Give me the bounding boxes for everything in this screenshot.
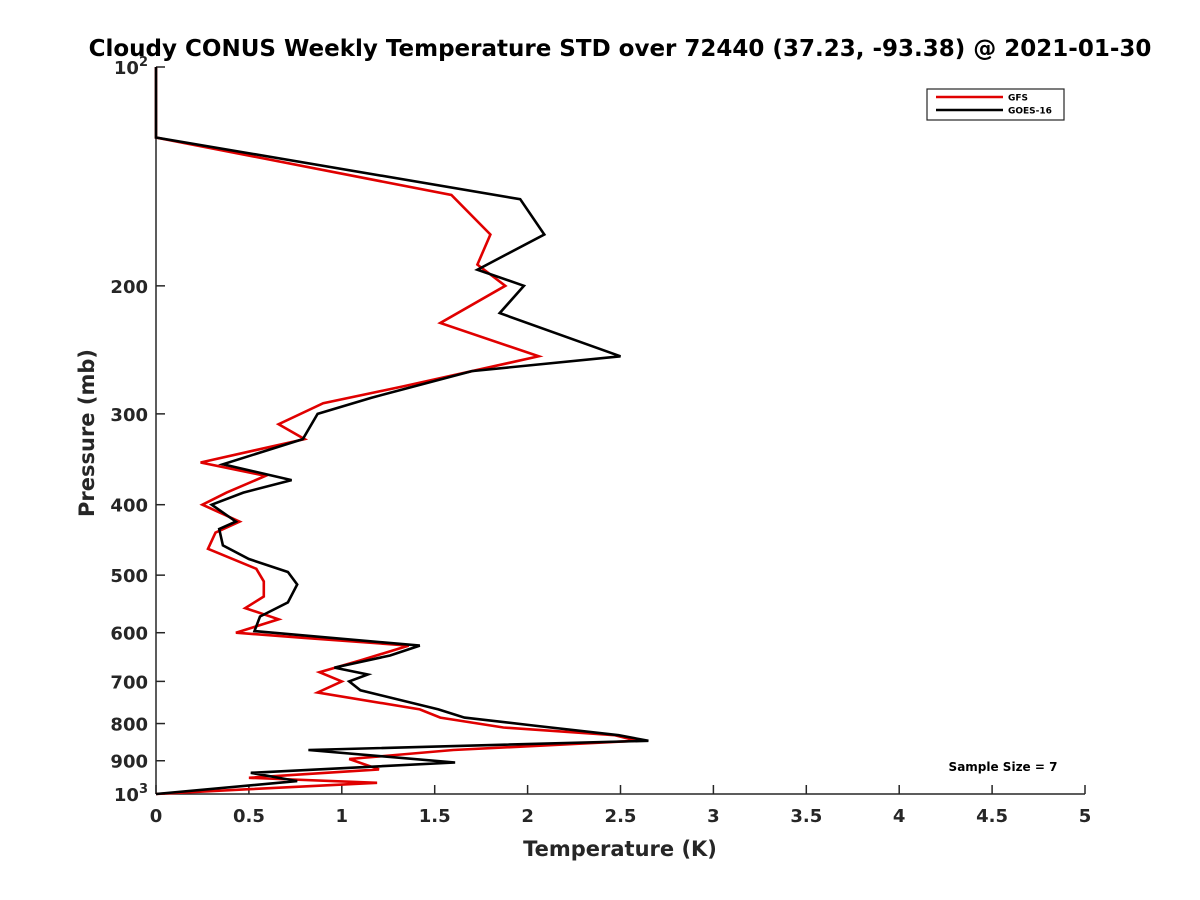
axes: 0 0.5 1 1.5 2 2.5 3 3.5 4 4.5 51022003004005006007… <box>110 55 1091 827</box>
y-tick-label: 900 <box>110 752 148 773</box>
legend-label: GOES-16 <box>1008 107 1052 117</box>
y-tick-label: 300 <box>110 405 148 426</box>
x-tick-label: 4 <box>893 806 906 827</box>
legend: GFS GOES-16 <box>926 88 1065 121</box>
x-tick-label: 5 <box>1079 806 1092 827</box>
x-tick-label: 4.5 <box>976 806 1008 827</box>
x-tick-label: 3 <box>707 806 720 827</box>
y-tick-exponent: 3 <box>139 782 148 797</box>
y-tick-base: 10 <box>114 58 139 79</box>
y-tick-label: 103 <box>114 782 148 806</box>
y-tick-label: 700 <box>110 672 148 693</box>
series-line-goes-16 <box>154 67 649 796</box>
y-axis-label: Pressure (mb) <box>75 349 99 517</box>
legend-label: GFS <box>1008 94 1028 104</box>
x-tick-label: 1.5 <box>419 806 451 827</box>
x-axis-label: Temperature (K) <box>523 837 717 861</box>
y-tick-label: 800 <box>110 715 148 736</box>
legend-box <box>926 88 1065 121</box>
y-tick-label: 102 <box>114 55 148 79</box>
x-tick-label: 3.5 <box>790 806 822 827</box>
y-tick-label: 400 <box>110 496 148 517</box>
y-tick-label: 600 <box>110 624 148 645</box>
y-tick-label: 200 <box>110 277 148 298</box>
chart-title: Cloudy CONUS Weekly Temperature STD over… <box>89 36 1152 62</box>
x-tick-label: 0 <box>150 806 163 827</box>
x-tick-label: 2 <box>521 806 534 827</box>
y-tick-base: 10 <box>114 785 139 806</box>
sample-size-annotation: Sample Size = 7 <box>949 760 1058 774</box>
series-line-gfs <box>154 67 638 796</box>
x-tick-label: 1 <box>336 806 349 827</box>
x-tick-label: 2.5 <box>605 806 637 827</box>
y-tick-label: 500 <box>110 566 148 587</box>
series-layer <box>154 67 649 796</box>
x-tick-label: 0.5 <box>233 806 265 827</box>
y-tick-exponent: 2 <box>139 55 148 70</box>
